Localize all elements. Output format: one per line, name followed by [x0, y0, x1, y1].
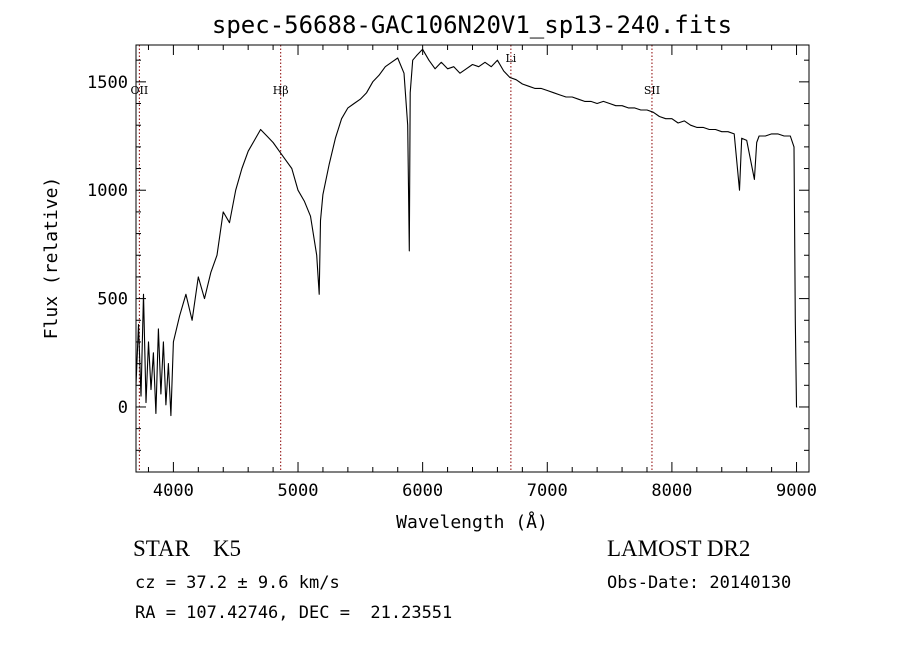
x-tick-label: 4000: [153, 481, 194, 501]
y-tick-label: 1000: [87, 181, 128, 201]
x-axis-label: Wavelength (Å): [396, 511, 548, 533]
marker-layer: OII Hβ Li SII: [131, 45, 660, 472]
y-axis-label: Flux (relative): [41, 177, 62, 340]
tick-layer: 4000 5000 6000 7000 8000 9000 0 500 1000 1500: [87, 45, 817, 501]
line-label-sii: SII: [644, 84, 660, 97]
object-class: STAR K5: [133, 536, 242, 561]
y-tick-label: 0: [118, 398, 128, 418]
ra-dec-coordinates: RA = 107.42746, DEC = 21.23551: [135, 603, 453, 623]
plot-frame: [135, 44, 810, 473]
y-tick-label: 1500: [87, 73, 128, 93]
y-tick-label: 500: [97, 290, 128, 310]
x-tick-label: 6000: [402, 481, 443, 501]
x-tick-label: 5000: [278, 481, 319, 501]
observation-date: Obs-Date: 20140130: [607, 573, 792, 593]
x-tick-label: 8000: [651, 481, 692, 501]
x-tick-label: 7000: [527, 481, 568, 501]
redshift-cz: cz = 37.2 ± 9.6 km/s: [135, 573, 340, 593]
survey-name: LAMOST DR2: [607, 536, 751, 561]
line-label-li: Li: [505, 52, 516, 65]
line-label-oii: OII: [131, 84, 149, 97]
spectrum-line: [135, 48, 798, 417]
chart-title: spec-56688-GAC106N20V1_sp13-240.fits: [212, 11, 732, 39]
line-label-hβ: Hβ: [273, 84, 289, 97]
x-tick-label: 9000: [776, 481, 817, 501]
